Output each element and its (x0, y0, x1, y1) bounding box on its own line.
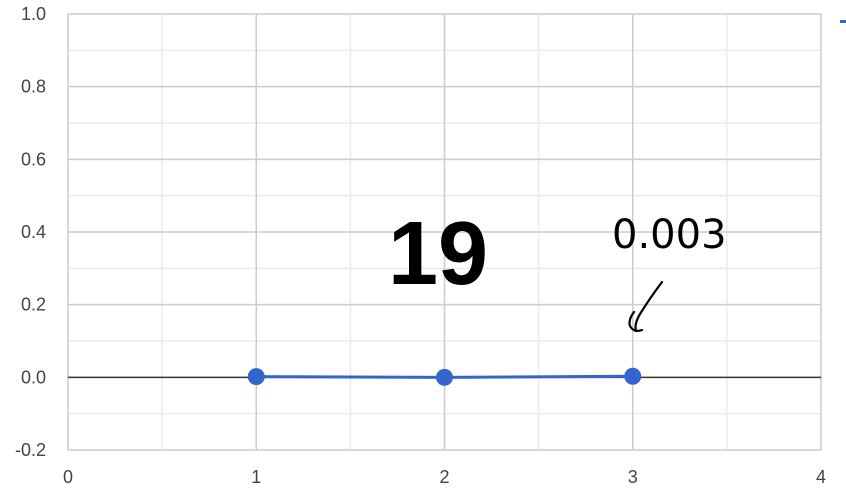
y-tick-label: 0.8 (21, 77, 46, 97)
handwritten-check-mark (628, 280, 664, 333)
x-tick-label: 4 (816, 467, 826, 487)
y-axis-tick-labels: 1.0 0.8 0.6 0.4 0.2 0.0 -0.2 (15, 4, 46, 460)
legend-marker (840, 20, 846, 23)
data-point (247, 368, 265, 386)
y-tick-label: 0.2 (21, 295, 46, 315)
data-point (436, 368, 453, 386)
x-tick-label: 3 (628, 467, 638, 487)
x-tick-label: 0 (63, 467, 73, 487)
y-tick-label: 1.0 (21, 4, 46, 24)
data-point (624, 367, 642, 385)
big-number-annotation: 19 (388, 204, 488, 304)
y-tick-label: -0.2 (15, 440, 46, 460)
x-tick-label: 2 (439, 467, 449, 487)
series-group (247, 367, 642, 386)
handwritten-value-annotation: 0.003 (612, 212, 727, 258)
y-tick-label: 0.0 (21, 367, 46, 387)
x-axis-tick-labels: 0 1 2 3 4 (63, 467, 826, 487)
y-tick-label: 0.6 (21, 149, 46, 169)
y-tick-label: 0.4 (21, 222, 46, 242)
x-tick-label: 1 (251, 467, 261, 487)
